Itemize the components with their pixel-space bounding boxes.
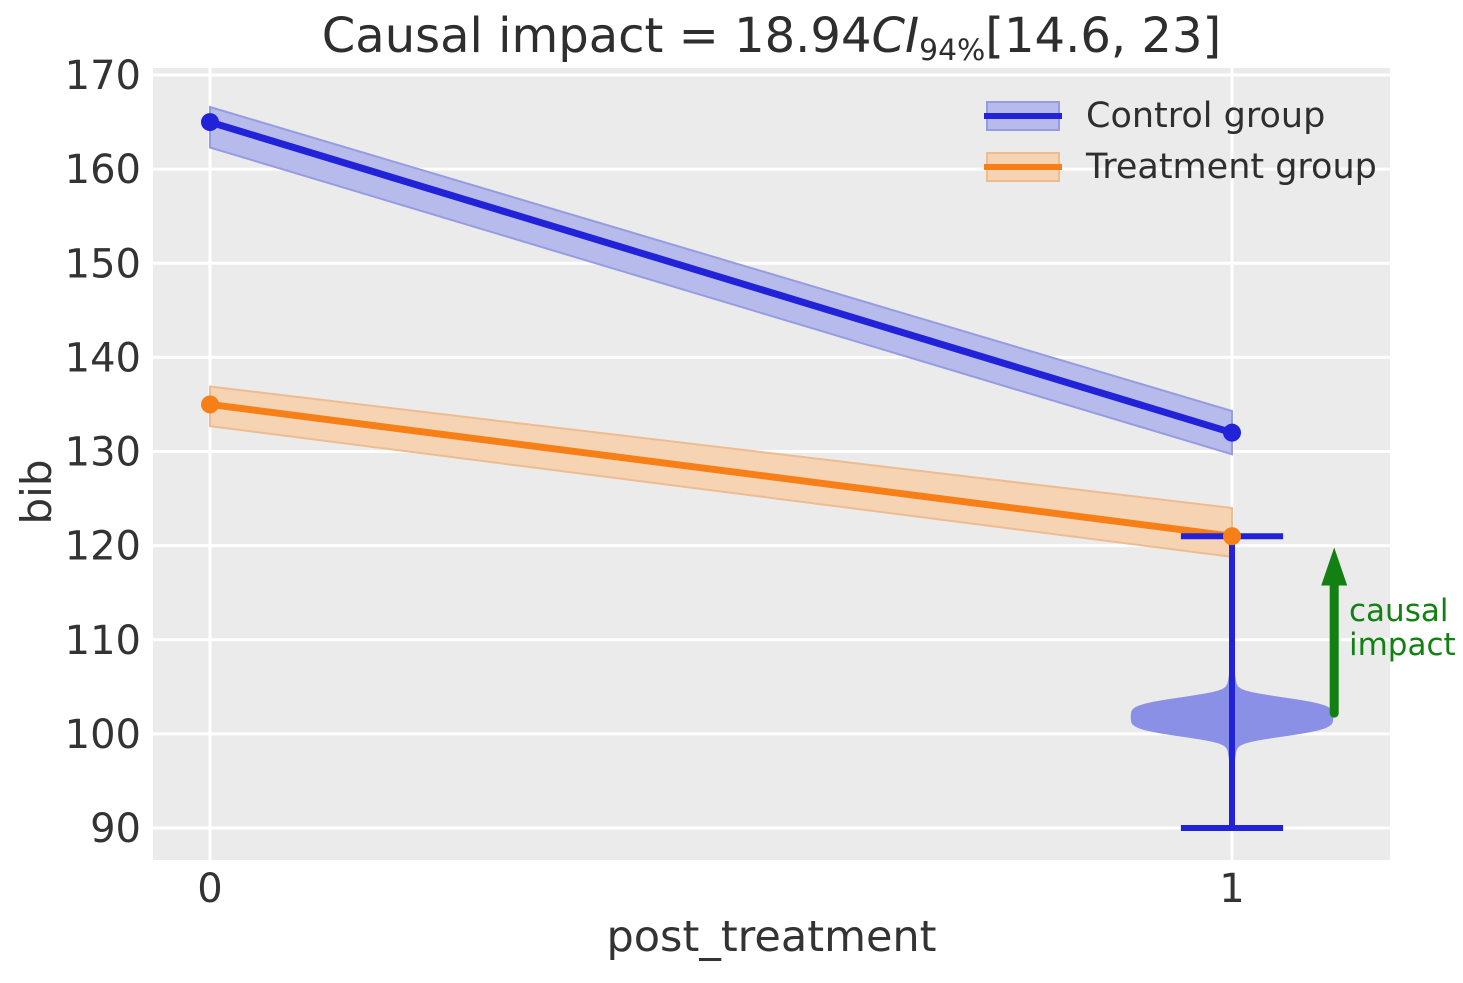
treatment-point-x0 [201, 395, 219, 414]
control-point-x1 [1223, 423, 1241, 442]
y-tick-label: 90 [90, 806, 141, 852]
legend: Control group Treatment group [984, 96, 1377, 187]
y-tick-label: 100 [65, 712, 141, 758]
y-tick-label: 170 [65, 53, 141, 99]
causal-impact-arrow-head [1321, 547, 1348, 586]
x-tick-label: 1 [1219, 866, 1244, 912]
treatment-point-x1 [1223, 527, 1241, 546]
legend-item-control: Control group [984, 96, 1377, 136]
legend-label-control: Control group [1086, 96, 1326, 136]
y-tick-label: 150 [65, 241, 141, 287]
annotation-line-2: impact [1349, 627, 1456, 663]
title-prefix: Causal impact = 18.94 [321, 8, 872, 64]
title-ci-symbol: CI [871, 8, 920, 64]
control-line [208, 118, 1234, 437]
causal-impact-annotation: causal impact [1349, 594, 1456, 662]
legend-label-treatment: Treatment group [1086, 147, 1377, 187]
title-ci-level: 94% [919, 33, 986, 69]
y-tick-label: 120 [65, 524, 141, 570]
legend-item-treatment: Treatment group [984, 147, 1377, 187]
treatment-line [209, 400, 1233, 540]
title-ci-interval: [14.6, 23] [985, 8, 1222, 64]
chart-title: Causal impact = 18.94CI94%[14.6, 23] [153, 8, 1390, 68]
y-tick-label: 160 [65, 147, 141, 193]
x-axis-label: post_treatment [606, 912, 937, 962]
treatment-group-swatch [984, 152, 1062, 182]
control-group-swatch [984, 101, 1062, 131]
control-group-line-icon [984, 113, 1062, 119]
annotation-line-1: causal [1349, 593, 1449, 629]
control-point-x0 [201, 113, 219, 132]
y-tick-label: 130 [65, 430, 141, 476]
y-tick-label: 110 [65, 618, 141, 664]
y-axis-label: bib [12, 459, 61, 525]
y-tick-label: 140 [65, 335, 141, 381]
treatment-group-line-icon [984, 164, 1062, 170]
x-tick-label: 0 [197, 866, 222, 912]
